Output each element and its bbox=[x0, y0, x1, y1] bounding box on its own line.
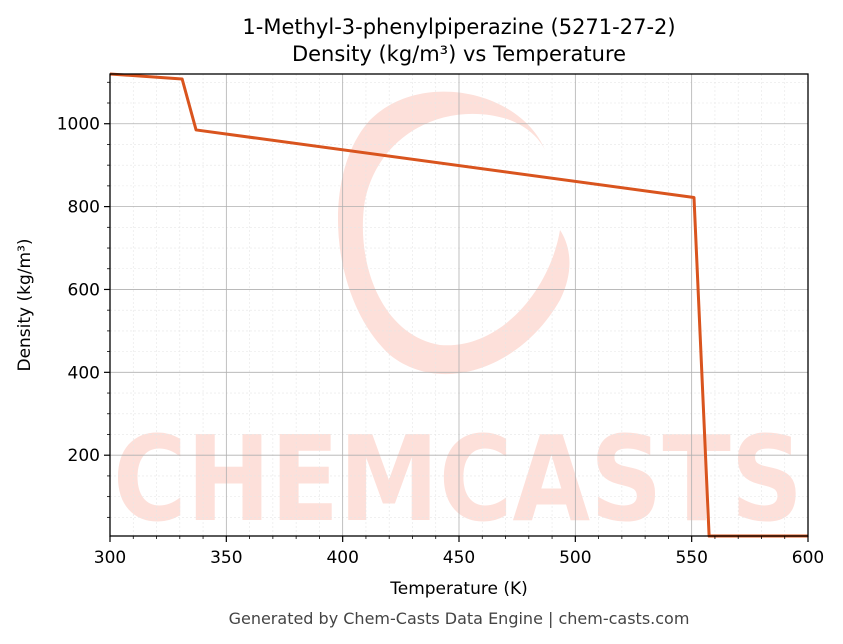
y-axis-label: Density (kg/m³) bbox=[15, 238, 35, 371]
y-tick-label: 1000 bbox=[57, 115, 100, 135]
x-tick-label: 550 bbox=[675, 548, 707, 568]
x-tick-label: 400 bbox=[326, 548, 358, 568]
watermark-swirl bbox=[337, 91, 570, 375]
major-grid bbox=[110, 74, 808, 536]
watermark-text: CHEMCASTS bbox=[113, 410, 803, 548]
x-tick-label: 300 bbox=[94, 548, 126, 568]
y-tick-label: 200 bbox=[68, 446, 100, 466]
chemcasts-watermark: CHEMCASTS bbox=[113, 91, 803, 548]
x-tick-label: 350 bbox=[210, 548, 242, 568]
y-axis-ticks: 200 400 600 800 1000 bbox=[57, 81, 110, 518]
y-tick-label: 400 bbox=[68, 363, 100, 383]
x-tick-label: 450 bbox=[443, 548, 475, 568]
footer-credit: Generated by Chem-Casts Data Engine | ch… bbox=[229, 609, 690, 628]
x-tick-label: 600 bbox=[792, 548, 824, 568]
x-axis-label: Temperature (K) bbox=[389, 579, 528, 599]
y-tick-label: 800 bbox=[68, 198, 100, 218]
y-tick-label: 600 bbox=[68, 280, 100, 300]
chart-title: 1-Methyl-3-phenylpiperazine (5271-27-2) bbox=[242, 15, 675, 39]
x-axis-ticks: 300 350 400 450 500 550 600 bbox=[94, 536, 824, 568]
x-tick-label: 500 bbox=[559, 548, 591, 568]
chart-subtitle: Density (kg/m³) vs Temperature bbox=[292, 42, 626, 66]
